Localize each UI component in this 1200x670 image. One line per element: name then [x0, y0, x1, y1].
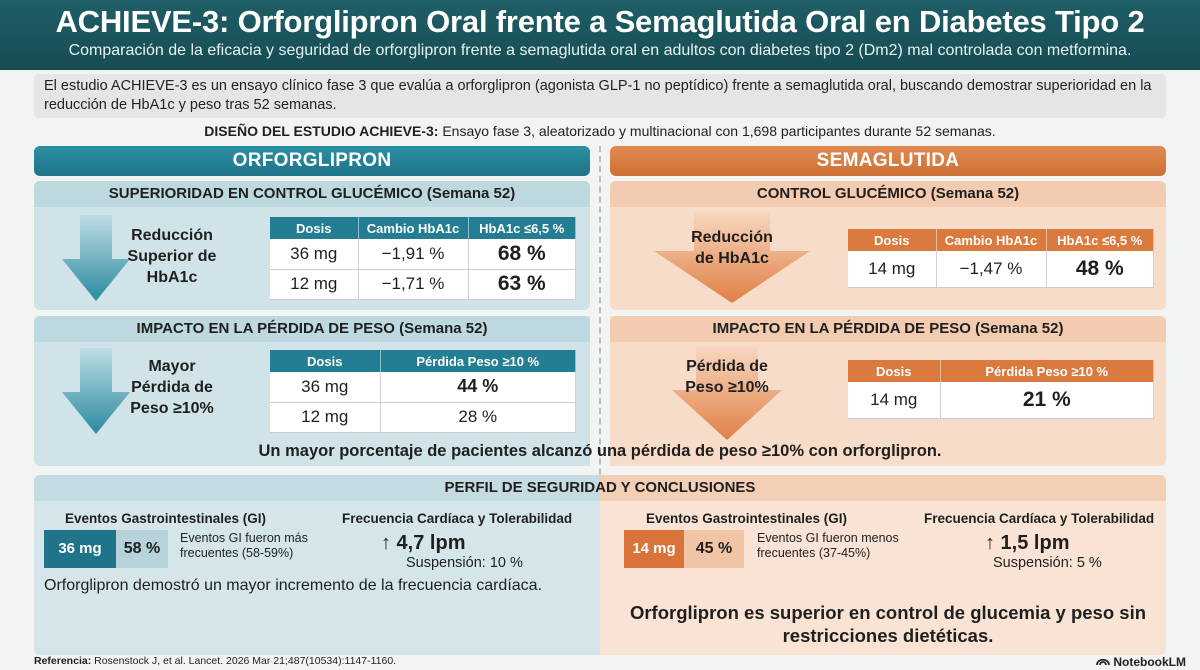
dose-cell: 12 mg [270, 402, 381, 433]
safety-panel: PERFIL DE SEGURIDAD Y CONCLUSIONES [34, 475, 1166, 655]
right-gi-bar: 14 mg 45 % [624, 530, 744, 568]
orforglipron-glucose-arrow-label: Reducción Superior de HbA1c [127, 227, 217, 286]
right-gi-title: Eventos Gastrointestinales (GI) [646, 511, 848, 526]
left-gi-pct: 58 % [116, 530, 168, 568]
semaglutida-weight-title: IMPACTO EN LA PÉRDIDA DE PESO (Semana 52… [610, 316, 1166, 342]
semaglutida-header: SEMAGLUTIDA [610, 146, 1166, 176]
col-header: Dosis [848, 360, 941, 382]
orforglipron-weight-arrow-label: Mayor Pérdida de Peso ≥10% [130, 358, 214, 417]
col-header: Dosis [270, 350, 381, 372]
down-arrow-icon [672, 346, 782, 440]
semaglutida-glucose-title: CONTROL GLUCÉMICO (Semana 52) [610, 181, 1166, 207]
brand-name: NotebookLM [1113, 654, 1186, 669]
left-conclusion: Orforglipron demostró un mayor increment… [44, 577, 543, 594]
col-header: Cambio HbA1c [358, 217, 469, 239]
left-hr-title: Frecuencia Cardíaca y Tolerabilidad [342, 511, 573, 526]
dose-cell: 14 mg [848, 382, 941, 419]
left-gi-note: Eventos GI fueron más frecuentes (58-59%… [180, 531, 308, 560]
col-header: HbA1c ≤6,5 % [1046, 229, 1154, 251]
left-gi-title: Eventos Gastrointestinales (GI) [65, 511, 267, 526]
reference: Referencia: Rosenstock J, et al. Lancet.… [34, 655, 396, 668]
col-header: Pérdida Peso ≥10 % [940, 360, 1154, 382]
page-subtitle: Comparación de la eficacia y seguridad d… [68, 42, 1132, 59]
change-cell: −1,91 % [358, 239, 469, 270]
intro-box: El estudio ACHIEVE-3 es un ensayo clínic… [34, 74, 1166, 118]
right-hr-value: ↑ 1,5 lpm [985, 532, 1070, 554]
table-row: 14 mg 21 % [848, 382, 1154, 419]
col-header: Dosis [270, 217, 359, 239]
safety-title: PERFIL DE SEGURIDAD Y CONCLUSIONES [34, 475, 1166, 501]
target-cell: 48 % [1046, 251, 1154, 288]
loss-cell: 44 % [380, 372, 576, 403]
left-hr-value: ↑ 4,7 lpm [381, 532, 466, 554]
dose-cell: 14 mg [848, 251, 937, 288]
down-arrow-icon [654, 211, 810, 303]
study-design-label: DISEÑO DEL ESTUDIO ACHIEVE-3: [204, 123, 439, 139]
col-header: Cambio HbA1c [936, 229, 1047, 251]
page-title: ACHIEVE-3: Orforglipron Oral frente a Se… [55, 4, 1145, 39]
col-header: HbA1c ≤6,5 % [468, 217, 576, 239]
table-row: 12 mg 28 % [270, 402, 576, 433]
reference-text: Rosenstock J, et al. Lancet. 2026 Mar 21… [91, 655, 397, 667]
right-conclusion: Orforglipron es superior en control de g… [629, 602, 1147, 646]
semaglutida-weight-table: Dosis Pérdida Peso ≥10 % 14 mg 21 % [848, 360, 1154, 419]
col-header: Pérdida Peso ≥10 % [380, 350, 576, 372]
notebook-icon [1096, 654, 1111, 669]
orforglipron-glucose-table: Dosis Cambio HbA1c HbA1c ≤6,5 % 36 mg −1… [270, 217, 576, 300]
right-hr-title: Frecuencia Cardíaca y Tolerabilidad [924, 511, 1155, 526]
left-suspension: Suspensión: 10 % [406, 555, 523, 571]
semaglutida-weight-panel: IMPACTO EN LA PÉRDIDA DE PESO (Semana 52… [610, 316, 1166, 466]
loss-cell: 21 % [940, 382, 1154, 419]
orforglipron-glucose-panel: SUPERIORIDAD EN CONTROL GLUCÉMICO (Seman… [34, 181, 590, 310]
loss-cell: 28 % [380, 402, 576, 433]
left-gi-bar: 36 mg 58 % [44, 530, 168, 568]
dose-cell: 36 mg [270, 239, 359, 270]
semaglutida-glucose-arrow-label: Reducción de HbA1c [691, 229, 773, 267]
study-design-text: Ensayo fase 3, aleatorizado y multinacio… [438, 123, 996, 139]
orforglipron-header: ORFORGLIPRON [34, 146, 590, 176]
right-gi-pct: 45 % [684, 530, 744, 568]
dose-cell: 36 mg [270, 372, 381, 403]
right-gi-dose: 14 mg [624, 530, 684, 568]
target-cell: 63 % [468, 269, 576, 300]
right-gi-note: Eventos GI fueron menos frecuentes (37-4… [757, 531, 899, 560]
study-design: DISEÑO DEL ESTUDIO ACHIEVE-3: Ensayo fas… [0, 122, 1200, 140]
left-gi-dose: 36 mg [44, 530, 116, 568]
right-suspension: Suspensión: 5 % [993, 555, 1102, 571]
reference-label: Referencia: [34, 655, 92, 667]
column-divider [599, 146, 601, 646]
change-cell: −1,47 % [936, 251, 1047, 288]
brand-logo: NotebookLM [1096, 654, 1186, 669]
table-row: 12 mg −1,71 % 63 % [270, 269, 576, 300]
table-row: 36 mg 44 % [270, 372, 576, 403]
orforglipron-weight-title: IMPACTO EN LA PÉRDIDA DE PESO (Semana 52… [34, 316, 590, 342]
semaglutida-glucose-panel: CONTROL GLUCÉMICO (Semana 52) Reducción … [610, 181, 1166, 310]
weight-note: Un mayor porcentaje de pacientes alcanzó… [258, 442, 942, 460]
down-arrow-icon [62, 348, 130, 434]
table-row: 14 mg −1,47 % 48 % [848, 251, 1154, 288]
table-row: 36 mg −1,91 % 68 % [270, 239, 576, 270]
change-cell: −1,71 % [358, 269, 469, 300]
semaglutida-glucose-table: Dosis Cambio HbA1c HbA1c ≤6,5 % 14 mg −1… [848, 229, 1154, 288]
down-arrow-icon [62, 215, 130, 301]
dose-cell: 12 mg [270, 269, 359, 300]
col-header: Dosis [848, 229, 937, 251]
orforglipron-weight-table: Dosis Pérdida Peso ≥10 % 36 mg 44 % 12 m… [270, 350, 576, 433]
header-banner: ACHIEVE-3: Orforglipron Oral frente a Se… [0, 0, 1200, 70]
semaglutida-weight-arrow-label: Pérdida de Peso ≥10% [685, 358, 769, 396]
orforglipron-weight-panel: IMPACTO EN LA PÉRDIDA DE PESO (Semana 52… [34, 316, 590, 466]
target-cell: 68 % [468, 239, 576, 270]
orforglipron-glucose-title: SUPERIORIDAD EN CONTROL GLUCÉMICO (Seman… [34, 181, 590, 207]
